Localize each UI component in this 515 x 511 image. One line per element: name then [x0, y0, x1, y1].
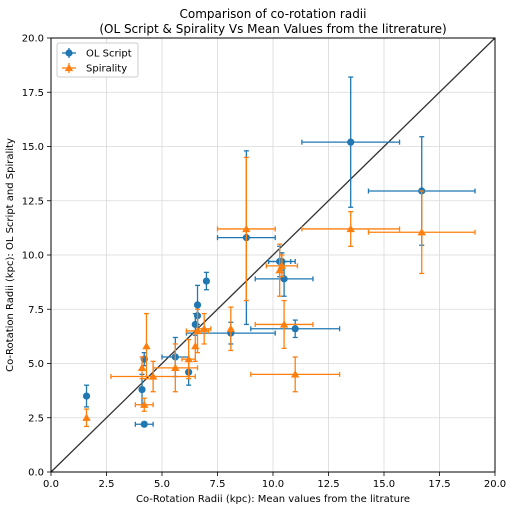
circle-marker	[193, 301, 202, 309]
data-point	[226, 306, 236, 352]
y-tick-label: 10.0	[22, 251, 44, 262]
series-spirality	[82, 156, 476, 428]
triangle-marker	[242, 224, 251, 233]
triangle-marker	[346, 224, 355, 233]
identity-line-layer	[50, 37, 496, 473]
data-point	[250, 319, 341, 339]
triangle-marker	[140, 400, 149, 408]
legend-label: Spirality	[86, 64, 127, 75]
triangle-marker	[277, 261, 287, 269]
data-point	[301, 76, 401, 208]
y-tick-label: 20.0	[22, 34, 44, 45]
y-tick-label: 0.0	[28, 468, 44, 479]
data-point	[367, 190, 476, 275]
triangle-marker	[417, 228, 426, 236]
triangle-marker	[226, 324, 236, 332]
triangle-marker	[171, 363, 180, 371]
data-point	[82, 408, 91, 428]
axis-ticks: 0.0 2.5 5.0 7.5 10.0 12.5 15.0 17.5 20.0 0.0 2.5 5.…	[22, 34, 506, 491]
data-point	[254, 299, 314, 349]
circle-marker	[140, 420, 148, 428]
triangle-marker	[148, 372, 158, 380]
data-point	[196, 312, 212, 345]
series-ol-script	[82, 76, 476, 428]
circle-marker	[291, 325, 299, 333]
x-tick-label: 15.0	[373, 479, 395, 490]
data-series	[82, 76, 476, 428]
chart-title-line-1: Comparison of co-rotation radii	[180, 7, 367, 21]
circle-marker	[202, 277, 210, 285]
data-point	[134, 397, 154, 412]
data-point	[142, 312, 151, 380]
x-tick-label: 0.0	[43, 479, 59, 490]
y-tick-label: 7.5	[28, 305, 44, 316]
x-tick-label: 2.5	[99, 479, 115, 490]
data-point	[265, 254, 299, 278]
y-axis-label: Co-Rotation Radii (kpc): OL Script and S…	[5, 138, 16, 372]
x-tick-label: 7.5	[210, 479, 226, 490]
x-tick-label: 20.0	[484, 479, 506, 490]
y-tick-label: 2.5	[28, 413, 44, 424]
triangle-marker	[137, 363, 147, 371]
triangle-marker	[279, 320, 289, 328]
data-point	[202, 271, 210, 291]
x-tick-label: 17.5	[428, 479, 450, 490]
triangle-marker	[184, 354, 193, 363]
triangle-marker	[291, 370, 300, 378]
x-axis-label: Co-Rotation Radii (kpc): Mean values fro…	[136, 494, 410, 505]
circle-marker	[82, 392, 91, 400]
legend-triangle-marker	[64, 63, 74, 72]
data-point	[134, 420, 154, 428]
legend-box	[56, 42, 139, 78]
y-tick-label: 15.0	[22, 142, 44, 153]
data-point	[82, 384, 91, 408]
data-point	[137, 356, 147, 380]
x-tick-label: 12.5	[317, 479, 339, 490]
legend-circle-marker	[65, 49, 73, 57]
data-point	[250, 356, 341, 393]
circle-marker	[138, 385, 146, 394]
legend: OL Script Spirality	[56, 42, 139, 78]
legend-label: OL Script	[86, 49, 132, 60]
data-point	[152, 343, 199, 393]
data-point	[191, 330, 200, 362]
x-tick-label: 10.0	[262, 479, 284, 490]
y-tick-label: 17.5	[22, 88, 44, 99]
data-point	[216, 156, 276, 302]
data-point	[301, 210, 401, 247]
triangle-marker	[191, 341, 200, 350]
triangle-marker	[142, 341, 151, 350]
identity-line	[50, 37, 496, 473]
circle-marker	[347, 138, 355, 146]
x-tick-label: 5.0	[154, 479, 170, 490]
triangle-marker	[82, 413, 91, 421]
triangle-marker	[199, 324, 209, 332]
legend-entry-spirality: Spirality	[62, 63, 127, 75]
y-tick-label: 5.0	[28, 359, 44, 370]
y-tick-label: 12.5	[22, 196, 44, 207]
chart-title-line-2: (OL Script & Spirality Vs Mean Values fr…	[99, 22, 446, 36]
legend-entry-ol-script: OL Script	[62, 48, 132, 60]
